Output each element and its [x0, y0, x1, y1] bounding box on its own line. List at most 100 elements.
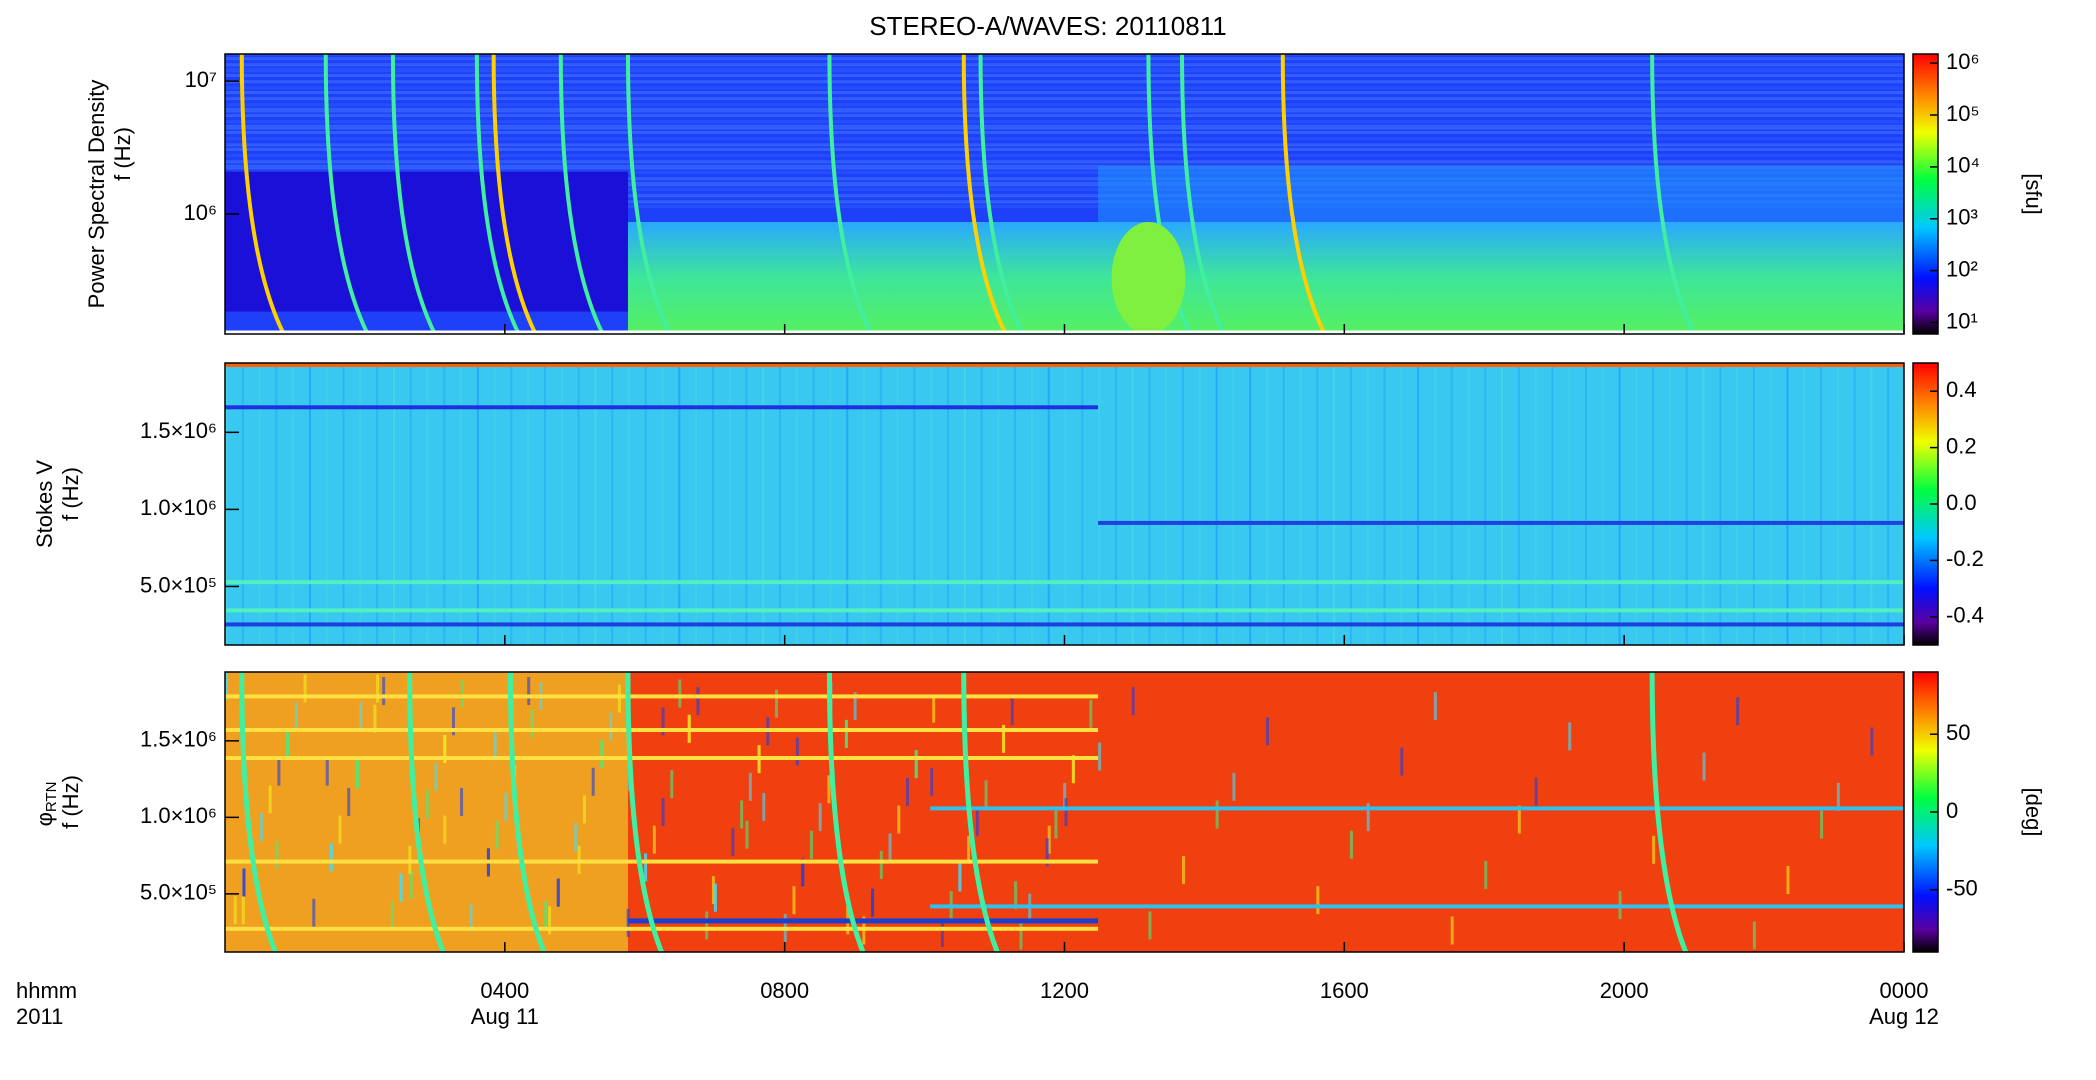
texture	[1820, 810, 1824, 839]
texture	[292, 363, 295, 645]
texture	[1098, 166, 1904, 222]
texture	[1349, 363, 1352, 645]
x-tick-label: 0400	[480, 978, 529, 1003]
texture	[225, 363, 227, 645]
texture	[225, 171, 1904, 173]
texture	[792, 886, 796, 915]
texture	[652, 825, 656, 854]
texture	[1047, 825, 1051, 854]
texture	[963, 363, 966, 645]
texture	[225, 104, 1904, 107]
texture	[1071, 755, 1075, 784]
texture	[476, 363, 479, 645]
texture	[225, 138, 1904, 141]
texture	[627, 363, 630, 645]
burst	[491, 53, 538, 335]
texture	[1215, 800, 1219, 829]
texture	[958, 863, 962, 892]
texture	[1019, 921, 1023, 950]
colorbar-tick-label: 10²	[1946, 256, 1978, 281]
texture	[1249, 363, 1252, 645]
texture	[225, 126, 1904, 128]
texture	[1534, 363, 1537, 645]
texture	[1366, 803, 1370, 832]
burst	[826, 671, 866, 953]
texture	[392, 363, 395, 645]
date-label: Aug 12	[1869, 1004, 1939, 1029]
texture	[1064, 363, 1067, 645]
colorbar-tick-label: 10⁵	[1946, 101, 1980, 126]
x-tick-label: 2000	[1600, 978, 1649, 1003]
texture	[504, 792, 508, 821]
texture	[225, 194, 1904, 196]
texture	[779, 363, 782, 645]
burst	[1180, 53, 1226, 335]
texture	[409, 363, 412, 645]
texture	[303, 674, 307, 703]
chart-title: STEREO-A/WAVES: 20110811	[869, 11, 1226, 41]
texture	[1786, 866, 1790, 895]
texture	[556, 878, 560, 907]
texture	[661, 798, 665, 826]
texture	[225, 580, 1904, 585]
texture	[225, 103, 1904, 105]
texture	[1584, 363, 1587, 645]
texture	[225, 80, 1904, 82]
texture	[1618, 363, 1621, 645]
texture	[809, 830, 813, 859]
texture	[443, 735, 447, 763]
texture	[678, 679, 682, 708]
texture	[359, 702, 363, 731]
texture	[1484, 363, 1487, 645]
texture	[1002, 724, 1006, 753]
texture	[1736, 697, 1740, 726]
texture	[426, 363, 429, 645]
texture	[225, 195, 1904, 198]
x-tick-label: 0800	[760, 978, 809, 1003]
texture	[711, 363, 714, 645]
texture	[678, 363, 681, 645]
texture	[225, 363, 1904, 367]
texture	[1014, 363, 1017, 645]
texture	[495, 820, 499, 849]
texture	[347, 787, 351, 816]
y-tick-label: 1.0×10⁶	[140, 803, 217, 828]
burst	[558, 53, 605, 335]
y-axis-label: f (Hz)	[58, 467, 83, 521]
texture	[946, 363, 949, 645]
texture	[1265, 717, 1269, 746]
texture	[242, 868, 246, 897]
burst	[507, 671, 547, 953]
x-tick-label: 1600	[1320, 978, 1369, 1003]
texture	[940, 918, 944, 947]
texture	[325, 757, 329, 786]
texture	[510, 363, 513, 645]
texture	[530, 709, 534, 738]
y-axis-label: f (Hz)	[110, 127, 135, 181]
texture	[1702, 363, 1705, 645]
texture	[1702, 363, 1705, 645]
burst	[961, 53, 1008, 335]
texture	[1870, 363, 1873, 645]
texture	[225, 201, 1904, 204]
texture	[1316, 886, 1320, 915]
texture	[1400, 747, 1404, 776]
colorbar-tick-label: 0.2	[1946, 433, 1977, 458]
x-axis-label: hhmm	[16, 978, 77, 1003]
burst	[1649, 671, 1689, 953]
texture	[1114, 363, 1117, 645]
texture	[913, 363, 916, 645]
texture	[225, 672, 228, 700]
texture	[577, 363, 580, 645]
texture	[1182, 855, 1186, 884]
y-axis-name: φRTN	[32, 782, 60, 827]
texture	[591, 767, 595, 796]
texture	[1501, 363, 1504, 645]
texture	[1249, 363, 1252, 645]
texture	[225, 110, 1904, 113]
texture	[225, 161, 1904, 164]
x-tick-label: 0000	[1880, 978, 1929, 1003]
texture	[1316, 363, 1319, 645]
texture	[1165, 363, 1168, 645]
texture	[1383, 363, 1386, 645]
